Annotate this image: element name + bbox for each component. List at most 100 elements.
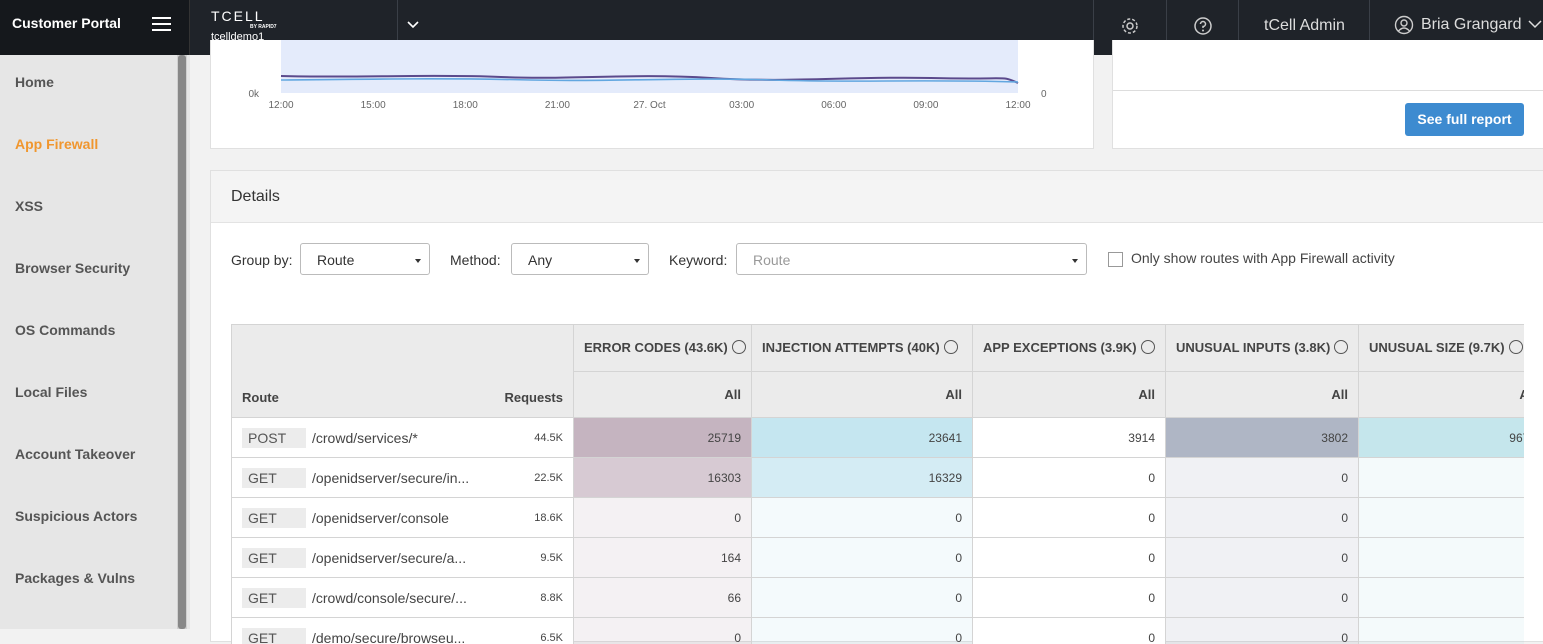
route-header: Route Requests: [242, 390, 563, 405]
column-filter-value[interactable]: All: [945, 387, 962, 402]
nav-item[interactable]: Packages & Vulns: [15, 570, 135, 586]
metric-cell: 3914: [973, 418, 1166, 458]
nav-item[interactable]: Browser Security: [15, 260, 130, 276]
metric-cell: 0: [1359, 498, 1525, 538]
request-count: 8.8K: [540, 592, 563, 604]
column-title: UNUSUAL INPUTS (3.8K): [1176, 340, 1330, 355]
route-path: /openidserver/secure/a...: [312, 550, 540, 566]
method-label: Method:: [450, 252, 501, 268]
metric-cell: 0: [574, 498, 752, 538]
route-path: /crowd/console/secure/...: [312, 590, 540, 606]
nav-item[interactable]: OS Commands: [15, 322, 115, 338]
request-count: 44.5K: [534, 432, 563, 444]
requests-header-label[interactable]: Requests: [504, 390, 563, 405]
metric-cell: 0: [752, 538, 973, 578]
plot-band: [281, 40, 1018, 93]
metric-cell: 16329: [752, 458, 973, 498]
y-axis-label: 0k: [248, 89, 260, 100]
add-column-icon[interactable]: [1509, 340, 1523, 354]
column-filter-value[interactable]: All: [1519, 387, 1524, 402]
metric-cell: 0: [1166, 578, 1359, 618]
nav-item[interactable]: Local Files: [15, 384, 87, 400]
x-axis-label: 15:00: [361, 100, 386, 111]
column-filter-value[interactable]: All: [1331, 387, 1348, 402]
table-row[interactable]: GET/openidserver/secure/a...9.5K1640000: [232, 538, 1525, 578]
app-dropdown[interactable]: [406, 20, 420, 30]
settings-icon[interactable]: [1119, 15, 1141, 37]
column-filter-value[interactable]: All: [1138, 387, 1155, 402]
metric-cell: 0: [973, 538, 1166, 578]
column-filter: All: [1359, 371, 1525, 418]
nav-item[interactable]: Suspicious Actors: [15, 508, 137, 524]
metric-cell: 0: [1359, 458, 1525, 498]
method-badge: GET: [242, 628, 306, 644]
nav-item[interactable]: Account Takeover: [15, 446, 135, 462]
metric-cell: 0: [973, 498, 1166, 538]
method-badge: POST: [242, 428, 306, 448]
column-filter: All: [973, 371, 1166, 418]
metric-cell: 0: [1359, 578, 1525, 618]
route-wrap: POST/crowd/services/*44.5K: [242, 428, 563, 448]
metric-cell: 66: [574, 578, 752, 618]
column-filter: All: [574, 371, 752, 418]
admin-link[interactable]: tCell Admin: [1264, 17, 1345, 35]
keyword-input[interactable]: Route: [736, 243, 1087, 275]
logo: TCELL: [211, 8, 265, 24]
app: Customer Portal TCELL BY RAPID7 tcelldem…: [0, 0, 1543, 629]
request-count: 6.5K: [540, 632, 563, 644]
route-wrap: GET/crowd/console/secure/...8.8K: [242, 588, 563, 608]
metric-cell: 0: [973, 458, 1166, 498]
help-icon[interactable]: [1192, 15, 1214, 37]
report-card: See full report: [1112, 40, 1543, 149]
column-header: ERROR CODES (43.6K): [574, 325, 752, 372]
column-filter-value[interactable]: All: [724, 387, 741, 402]
activity-checkbox[interactable]: [1108, 252, 1123, 267]
route-cell: GET/demo/secure/browseu...6.5K: [232, 618, 574, 644]
column-filter: All: [1166, 371, 1359, 418]
add-column-icon[interactable]: [1141, 340, 1155, 354]
x-axis-label: 09:00: [913, 100, 938, 111]
keyword-label: Keyword:: [669, 252, 727, 268]
route-path: /crowd/services/*: [312, 430, 534, 446]
add-column-icon[interactable]: [732, 340, 746, 354]
method-badge: GET: [242, 548, 306, 568]
request-count: 18.6K: [534, 512, 563, 524]
table-row[interactable]: GET/demo/secure/browseu...6.5K00000: [232, 618, 1525, 644]
menu-button[interactable]: [152, 16, 172, 32]
route-cell: GET/openidserver/secure/in...22.5K: [232, 458, 574, 498]
brand-bar: Customer Portal: [0, 0, 190, 55]
column-title: ERROR CODES (43.6K): [584, 340, 728, 355]
method-value: Any: [528, 252, 552, 268]
add-column-icon[interactable]: [944, 340, 958, 354]
group-by-select[interactable]: Route: [300, 243, 430, 275]
keyword-placeholder: Route: [753, 252, 790, 268]
details-panel: Details Group by: Route Method: Any Keyw…: [210, 170, 1543, 642]
metric-cell: 0: [1166, 618, 1359, 644]
scrollbar-thumb[interactable]: [178, 55, 186, 629]
route-header-label[interactable]: Route: [242, 390, 279, 405]
user-dropdown[interactable]: [1528, 19, 1543, 29]
route-cell: POST/crowd/services/*44.5K: [232, 418, 574, 458]
nav-item[interactable]: App Firewall: [15, 136, 98, 152]
request-count: 9.5K: [540, 552, 563, 564]
table-row[interactable]: GET/crowd/console/secure/...8.8K660000: [232, 578, 1525, 618]
route-header-cell: Route Requests: [232, 325, 574, 418]
route-cell: GET/crowd/console/secure/...8.8K: [232, 578, 574, 618]
x-axis-label: 06:00: [821, 100, 846, 111]
metric-cell: 9675: [1359, 418, 1525, 458]
method-badge: GET: [242, 468, 306, 488]
user-menu[interactable]: Bria Grangard: [1421, 16, 1522, 34]
see-full-report-button[interactable]: See full report: [1405, 103, 1524, 136]
nav-item[interactable]: XSS: [15, 198, 43, 214]
nav-item[interactable]: Home: [15, 74, 54, 90]
add-column-icon[interactable]: [1334, 340, 1348, 354]
route-path: /demo/secure/browseu...: [312, 630, 540, 644]
method-select[interactable]: Any: [511, 243, 649, 275]
